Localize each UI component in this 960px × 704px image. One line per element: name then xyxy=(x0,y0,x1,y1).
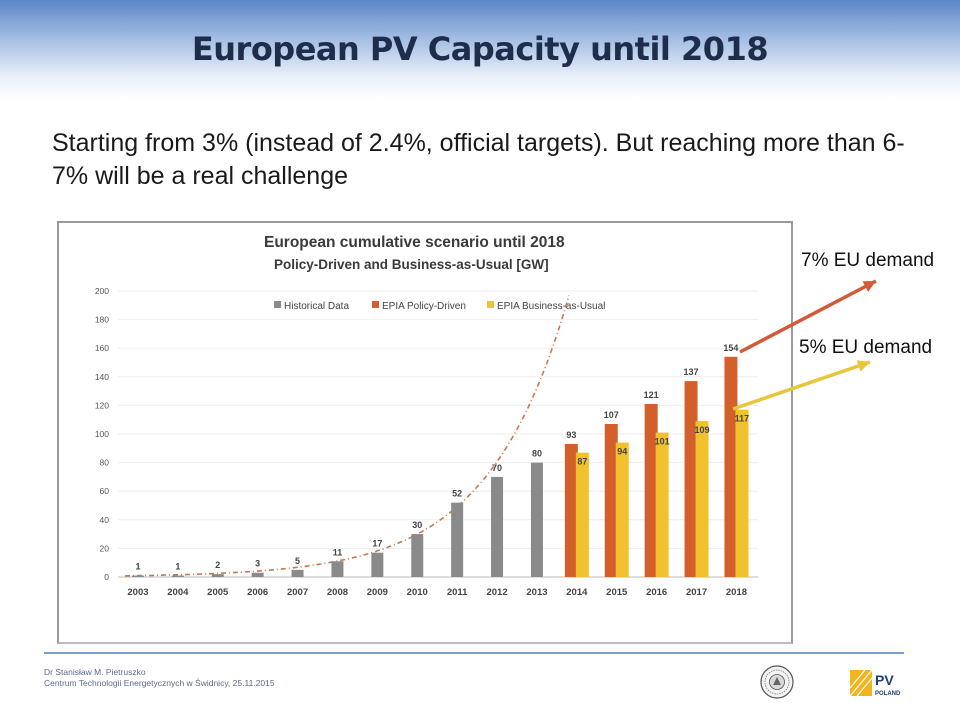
bar-historical-2006 xyxy=(251,572,264,577)
header-band xyxy=(0,0,960,100)
legend-swatch-historical-data xyxy=(274,301,281,308)
logo-text: PV xyxy=(875,672,894,688)
bar-policy-2017 xyxy=(684,381,698,577)
legend-swatch-epia-policy-driven xyxy=(372,301,379,308)
label-historical-2007: 5 xyxy=(295,556,300,566)
chart-title: European cumulative scenario until 2018 xyxy=(264,234,565,251)
label-historical-2005: 2 xyxy=(215,560,220,570)
label-historical-2006: 3 xyxy=(255,559,260,569)
legend-swatch-epia-business-as-usual xyxy=(487,301,494,308)
arrow-7-percent-line xyxy=(739,279,877,354)
x-tick-2012: 2012 xyxy=(486,587,507,598)
x-tick-2010: 2010 xyxy=(407,587,428,598)
slide-subtitle: Starting from 3% (instead of 2.4%, offic… xyxy=(52,129,905,190)
y-tick-80: 80 xyxy=(100,458,110,468)
trend-curve xyxy=(124,295,570,577)
label-historical-2003: 1 xyxy=(135,562,140,572)
annotation-5-percent: 5% EU demand xyxy=(799,337,933,358)
footer-institution: Centrum Technologii Energetycznych w Świ… xyxy=(44,678,275,688)
bar-historical-2010 xyxy=(411,534,424,577)
y-tick-120: 120 xyxy=(95,400,109,410)
bar-historical-2007 xyxy=(291,569,304,577)
x-tick-2015: 2015 xyxy=(606,587,628,598)
bar-historical-2004 xyxy=(171,575,184,577)
pv-poland-logo: PV POLAND xyxy=(850,669,901,697)
y-tick-140: 140 xyxy=(95,372,109,382)
label-policy-2015: 107 xyxy=(604,410,619,420)
label-policy-2014: 93 xyxy=(566,430,576,440)
x-tick-2006: 2006 xyxy=(247,587,268,598)
label-bau-2018: 117 xyxy=(735,414,750,424)
label-historical-2004: 1 xyxy=(175,562,180,572)
x-tick-2013: 2013 xyxy=(526,587,547,598)
footer-divider xyxy=(44,652,904,654)
bar-bau-2016 xyxy=(655,432,669,577)
bar-historical-2009 xyxy=(371,552,384,577)
x-tick-2008: 2008 xyxy=(327,587,348,598)
bar-historical-2005 xyxy=(211,574,224,577)
bar-bau-2014 xyxy=(575,452,589,577)
bar-historical-2013 xyxy=(530,462,543,577)
y-tick-0: 0 xyxy=(104,572,109,582)
bar-policy-2014 xyxy=(564,444,578,577)
label-historical-2009: 17 xyxy=(372,539,382,549)
label-historical-2010: 30 xyxy=(412,520,422,530)
label-policy-2016: 121 xyxy=(644,390,659,400)
label-historical-2008: 11 xyxy=(333,547,343,557)
legend-label-epia-business-as-usual: EPIA Business-as-Usual xyxy=(497,301,605,312)
label-historical-2013: 80 xyxy=(532,449,542,459)
logo-subtext: POLAND xyxy=(875,691,901,697)
x-tick-2018: 2018 xyxy=(726,587,747,598)
label-historical-2012: 70 xyxy=(492,463,502,473)
label-historical-2011: 52 xyxy=(452,489,462,499)
university-seal-icon xyxy=(760,665,794,699)
bar-historical-2008 xyxy=(331,561,344,577)
bar-bau-2018 xyxy=(735,409,749,577)
x-tick-2017: 2017 xyxy=(686,587,707,598)
y-tick-100: 100 xyxy=(95,429,109,439)
y-tick-20: 20 xyxy=(100,543,110,553)
x-tick-2004: 2004 xyxy=(167,587,189,598)
x-tick-2007: 2007 xyxy=(287,587,308,598)
y-tick-200: 200 xyxy=(95,286,109,296)
y-tick-180: 180 xyxy=(95,315,109,325)
bar-policy-2018 xyxy=(724,356,738,577)
arrow-5-percent-head xyxy=(856,360,870,372)
bar-historical-2012 xyxy=(491,476,504,577)
x-tick-2014: 2014 xyxy=(566,587,588,598)
legend-label-historical-data: Historical Data xyxy=(284,301,349,312)
bar-bau-2017 xyxy=(695,421,709,577)
y-tick-40: 40 xyxy=(100,515,110,525)
arrow-5-percent-line xyxy=(732,360,871,411)
bar-policy-2015 xyxy=(604,423,618,577)
label-policy-2018: 154 xyxy=(723,343,738,353)
x-tick-2016: 2016 xyxy=(646,587,667,598)
label-bau-2016: 101 xyxy=(655,437,670,447)
slide-title: European PV Capacity until 2018 xyxy=(191,30,769,68)
y-tick-60: 60 xyxy=(100,486,110,496)
x-tick-2005: 2005 xyxy=(207,587,229,598)
y-tick-160: 160 xyxy=(95,343,109,353)
x-tick-2011: 2011 xyxy=(447,587,468,598)
arrow-7-percent-head xyxy=(862,281,876,292)
legend-label-epia-policy-driven: EPIA Policy-Driven xyxy=(382,301,466,312)
bar-historical-2003 xyxy=(131,575,144,577)
bar-historical-2011 xyxy=(451,502,464,577)
footer-author: Dr Stanisław M. Pietruszko xyxy=(44,667,146,677)
label-bau-2015: 94 xyxy=(617,447,627,457)
label-bau-2014: 87 xyxy=(577,457,587,467)
label-policy-2017: 137 xyxy=(684,367,699,377)
x-tick-2009: 2009 xyxy=(367,587,388,598)
bar-policy-2016 xyxy=(644,403,658,577)
chart-subtitle: Policy-Driven and Business-as-Usual [GW] xyxy=(274,257,549,272)
bar-bau-2015 xyxy=(615,442,629,577)
annotation-7-percent: 7% EU demand xyxy=(801,250,935,271)
label-bau-2017: 109 xyxy=(695,425,710,435)
x-tick-2003: 2003 xyxy=(127,587,148,598)
